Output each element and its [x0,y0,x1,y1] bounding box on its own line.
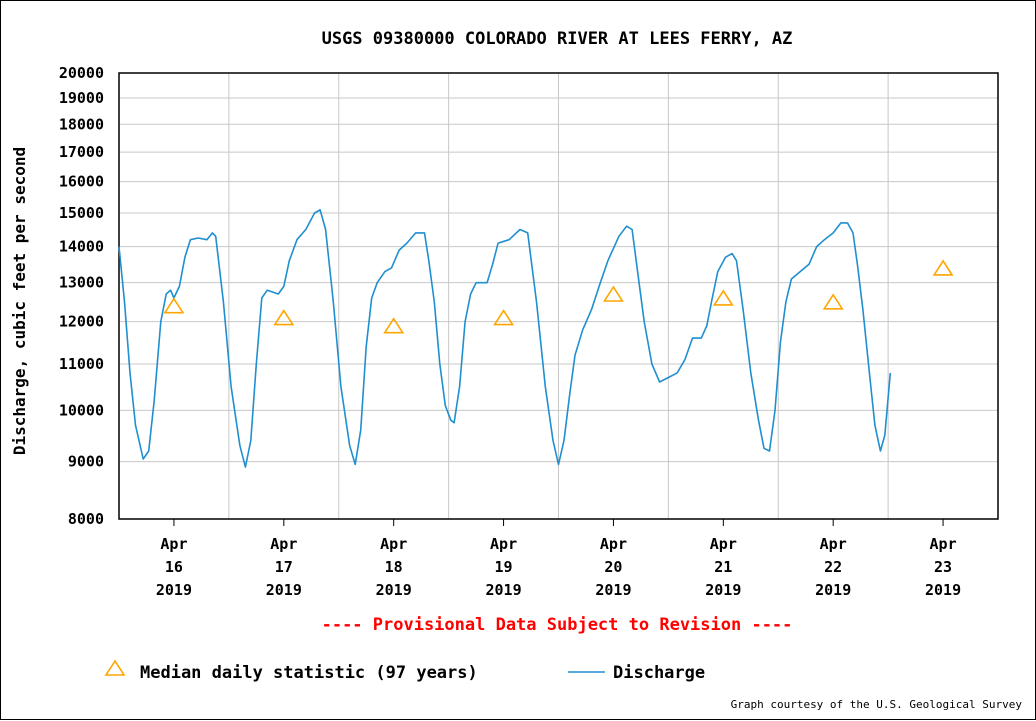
x-tick-label: Apr [490,535,517,553]
median-daily-statistic-point [822,293,844,310]
y-axis-label: Discharge, cubic feet per second [10,147,29,455]
x-tick-label: 18 [385,558,403,576]
legend-median-triangle-icon [104,659,126,676]
grid-lines [119,73,998,519]
x-tick-label: 2019 [925,581,961,599]
discharge-series-line [118,209,892,468]
median-daily-statistic-point [932,259,954,276]
median-daily-statistic-point [712,289,734,306]
y-tick-label: 14000 [59,238,104,256]
y-tick-label: 18000 [59,115,104,133]
provisional-data-notice: ---- Provisional Data Subject to Revisio… [322,615,793,635]
x-tick-label: 2019 [156,581,192,599]
x-tick-label: 19 [495,558,513,576]
y-tick-label: 10000 [59,401,104,419]
median-daily-statistic-point [163,297,185,314]
median-daily-statistic-point [602,285,624,302]
y-tick-label: 16000 [59,173,104,191]
y-tick-label: 9000 [68,453,104,471]
x-tick-label: Apr [160,535,187,553]
x-tick-label: Apr [270,535,297,553]
plot-area-border [118,72,999,520]
x-tick-label: 2019 [595,581,631,599]
legend-discharge-label: Discharge [613,663,705,683]
credit-text: Graph courtesy of the U.S. Geological Su… [731,698,1023,711]
x-tick-label: 2019 [376,581,412,599]
x-tick-label: Apr [600,535,627,553]
x-tick-label: 17 [275,558,293,576]
y-tick-labels: 8000 9000 10000 11000 12000 13000 14000 15000 16… [59,64,104,528]
y-tick-label: 15000 [59,204,104,222]
x-tick-label: Apr [710,535,737,553]
x-tick-label: 22 [824,558,842,576]
data-series [118,209,954,468]
x-tick-labels: Apr 16 2019 Apr 17 2019 Apr 18 2019 Apr 19 2019 Apr 2… [156,519,961,599]
y-tick-label: 13000 [59,274,104,292]
y-tick-label: 11000 [59,355,104,373]
x-tick-label: 23 [934,558,952,576]
y-tick-label: 8000 [68,510,104,528]
y-tick-label: 19000 [59,89,104,107]
x-tick-label: 2019 [486,581,522,599]
x-tick-label: 16 [165,558,183,576]
x-tick-label: Apr [930,535,957,553]
legend-median-label: Median daily statistic (97 years) [140,663,478,683]
y-tick-label: 12000 [59,313,104,331]
x-tick-label: 2019 [815,581,851,599]
median-daily-statistic-point [273,309,295,326]
y-tick-label: 20000 [59,64,104,82]
legend: Median daily statistic (97 years) Discha… [104,659,705,683]
median-daily-statistic-point [383,317,405,334]
x-tick-label: Apr [380,535,407,553]
x-tick-label: 2019 [266,581,302,599]
y-tick-label: 17000 [59,143,104,161]
x-tick-label: 2019 [705,581,741,599]
median-daily-statistic-point [493,309,515,326]
x-tick-label: 20 [604,558,622,576]
x-tick-label: Apr [820,535,847,553]
chart-title: USGS 09380000 COLORADO RIVER AT LEES FER… [322,29,793,49]
x-tick-label: 21 [714,558,732,576]
